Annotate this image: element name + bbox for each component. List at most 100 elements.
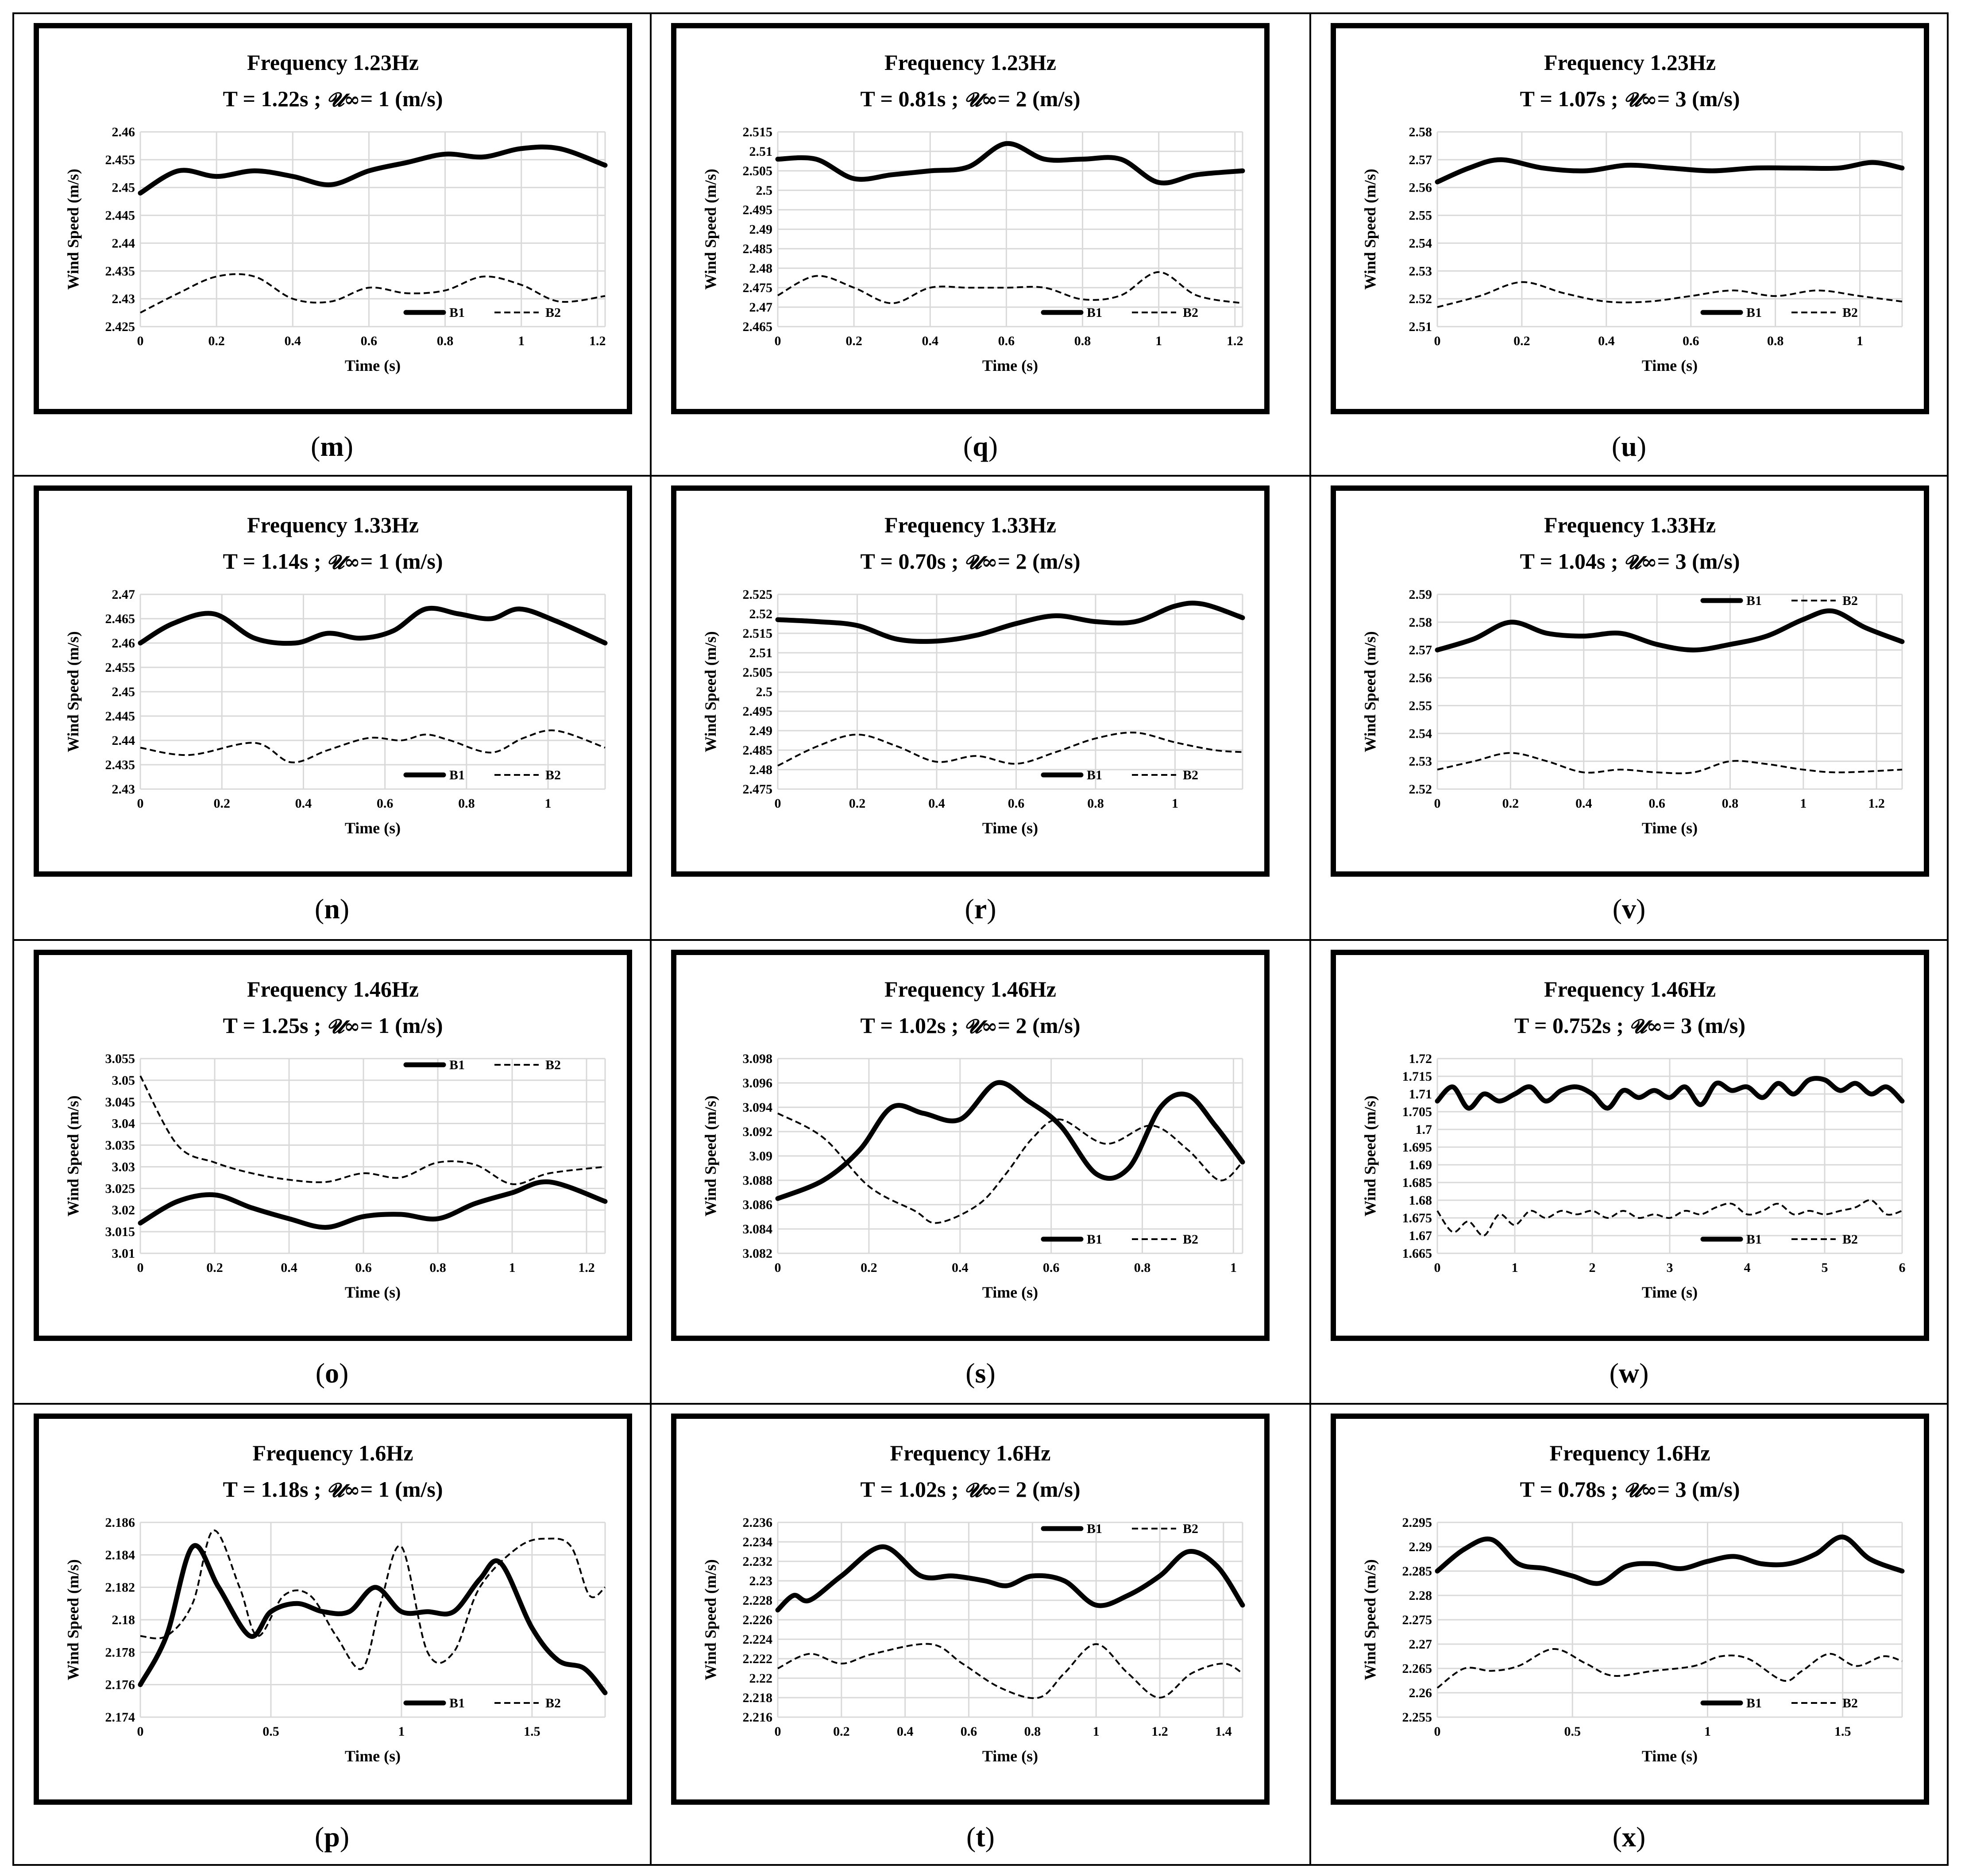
x-tick-label: 1.4 <box>1215 1724 1232 1739</box>
chart-panel-r: Frequency 1.33Hz T = 0.70s ; 𝓤∞= 2 (m/s) 2… <box>671 485 1270 925</box>
y-axis-label: Wind Speed (m/s) <box>64 169 82 289</box>
x-tick-label: 0.2 <box>861 1260 877 1275</box>
panel-caption: (u) <box>1612 431 1646 462</box>
series-line-b2 <box>777 1112 1243 1224</box>
y-tick-label: 2.295 <box>1402 1515 1432 1530</box>
chart-title: Frequency 1.46Hz <box>1544 977 1716 1002</box>
chart-title: Frequency 1.23Hz <box>247 50 419 75</box>
chart-panel-o: Frequency 1.46Hz T = 1.25s ; 𝓤∞= 1 (m/s) 3… <box>34 950 632 1389</box>
legend-label-b1: B1 <box>1087 1522 1102 1536</box>
x-tick-label: 1 <box>1093 1724 1100 1739</box>
series-line-b2 <box>140 1529 606 1670</box>
series-line-b1 <box>1435 157 1905 185</box>
x-tick-label: 4 <box>1744 1260 1751 1275</box>
y-tick-label: 2.48 <box>749 261 773 276</box>
y-tick-label: 3.094 <box>743 1100 773 1115</box>
x-tick-label: 5 <box>1822 1260 1828 1275</box>
legend-label-b2: B2 <box>1842 1232 1858 1247</box>
y-tick-label: 2.48 <box>749 763 773 777</box>
x-tick-label: 0.5 <box>262 1724 279 1739</box>
x-tick-label: 0.4 <box>928 796 945 811</box>
subtitle-velocity: = 1 (m/s) <box>360 549 443 574</box>
legend-label-b2: B2 <box>1183 305 1198 320</box>
subtitle-velocity: = 3 (m/s) <box>1657 1477 1740 1502</box>
y-tick-label: 2.515 <box>743 125 773 139</box>
free-stream-velocity-symbol: 𝓤∞ <box>964 1015 998 1038</box>
x-tick-label: 6 <box>1899 1260 1906 1275</box>
y-tick-label: 2.275 <box>1402 1613 1432 1627</box>
x-tick-label: 0.6 <box>1648 796 1665 811</box>
y-tick-label: 2.226 <box>743 1613 773 1627</box>
x-tick-label: 0.6 <box>1008 796 1025 811</box>
chart-title: Frequency 1.6Hz <box>1550 1441 1710 1465</box>
x-tick-label: 0.4 <box>1575 796 1592 811</box>
free-stream-velocity-symbol: 𝓤∞ <box>327 1479 360 1502</box>
chart-frame <box>671 23 1270 414</box>
x-tick-label: 0 <box>775 1260 781 1275</box>
chart-title: Frequency 1.23Hz <box>1544 50 1716 75</box>
x-tick-label: 0 <box>775 796 781 811</box>
legend-label-b2: B2 <box>1842 1696 1858 1710</box>
legend-label-b1: B1 <box>1087 305 1102 320</box>
x-tick-label: 0.2 <box>1513 334 1530 348</box>
y-tick-label: 1.71 <box>1409 1087 1432 1102</box>
subtitle-period: T = 1.22s ; <box>223 86 327 111</box>
y-tick-label: 2.228 <box>743 1593 773 1608</box>
legend-label-b2: B2 <box>545 1058 561 1072</box>
y-tick-label: 1.665 <box>1402 1246 1432 1261</box>
chart-subtitle: T = 0.752s ; 𝓤∞= 3 (m/s) <box>1514 1013 1745 1038</box>
x-tick-label: 0.6 <box>355 1260 372 1275</box>
subtitle-period: T = 0.752s ; <box>1514 1013 1629 1038</box>
y-tick-label: 3.04 <box>112 1117 135 1131</box>
y-tick-label: 3.02 <box>112 1203 135 1217</box>
y-axis-label: Wind Speed (m/s) <box>702 1559 719 1680</box>
x-tick-label: 0.8 <box>429 1260 446 1275</box>
chart-frame <box>671 950 1270 1341</box>
chart-panel-s: Frequency 1.46Hz T = 1.02s ; 𝓤∞= 2 (m/s) 3… <box>671 950 1270 1389</box>
subtitle-velocity: = 2 (m/s) <box>998 549 1081 574</box>
y-tick-label: 3.088 <box>743 1173 773 1188</box>
x-tick-label: 1 <box>545 796 552 811</box>
y-tick-label: 2.58 <box>1409 615 1432 630</box>
y-tick-label: 2.5 <box>756 685 773 699</box>
x-axis-label: Time (s) <box>345 1283 401 1301</box>
y-tick-label: 3.086 <box>743 1198 773 1212</box>
y-tick-label: 2.51 <box>1409 320 1432 334</box>
legend-label-b2: B2 <box>1183 1232 1198 1247</box>
x-tick-label: 1 <box>1172 796 1178 811</box>
y-tick-label: 2.218 <box>743 1691 773 1705</box>
legend: B1 B2 <box>1041 305 1198 320</box>
legend: B1 B2 <box>1041 1522 1198 1536</box>
panel-caption: (r) <box>965 893 996 925</box>
chart-subtitle: T = 1.22s ; 𝓤∞= 1 (m/s) <box>223 86 443 111</box>
legend-label-b2: B2 <box>545 305 561 320</box>
y-axis-label: Wind Speed (m/s) <box>1361 1095 1379 1216</box>
x-tick-label: 0.6 <box>1043 1260 1060 1275</box>
x-tick-label: 1.2 <box>1868 796 1885 811</box>
y-tick-label: 2.47 <box>749 300 773 315</box>
x-axis-label: Time (s) <box>1642 1283 1698 1301</box>
chart-subtitle: T = 1.14s ; 𝓤∞= 1 (m/s) <box>223 549 443 574</box>
y-tick-label: 2.28 <box>1409 1588 1432 1603</box>
legend-label-b2: B2 <box>1183 1522 1198 1536</box>
chart-panel-m: Frequency 1.23Hz T = 1.22s ; 𝓤∞= 1 (m/s) 2… <box>34 23 632 462</box>
free-stream-velocity-symbol: 𝓤∞ <box>1624 1479 1657 1502</box>
y-tick-label: 2.265 <box>1402 1661 1432 1676</box>
chart-subtitle: T = 1.07s ; 𝓤∞= 3 (m/s) <box>1520 86 1740 111</box>
x-axis-label: Time (s) <box>345 1747 401 1765</box>
series-line-b1 <box>1435 1534 1905 1586</box>
y-tick-label: 2.176 <box>105 1678 135 1692</box>
series-line-b2 <box>1436 1199 1903 1237</box>
subtitle-velocity: = 2 (m/s) <box>998 1013 1081 1038</box>
legend-label-b1: B1 <box>1746 1232 1762 1247</box>
panel-caption: (s) <box>965 1357 996 1389</box>
x-tick-label: 0 <box>1434 334 1441 348</box>
chart-title: Frequency 1.6Hz <box>253 1441 413 1465</box>
y-tick-label: 2.44 <box>112 733 135 748</box>
x-axis-label: Time (s) <box>982 1747 1038 1765</box>
legend-label-b1: B1 <box>449 1696 465 1710</box>
y-tick-label: 2.51 <box>749 646 773 660</box>
subtitle-period: T = 0.70s ; <box>861 549 965 574</box>
